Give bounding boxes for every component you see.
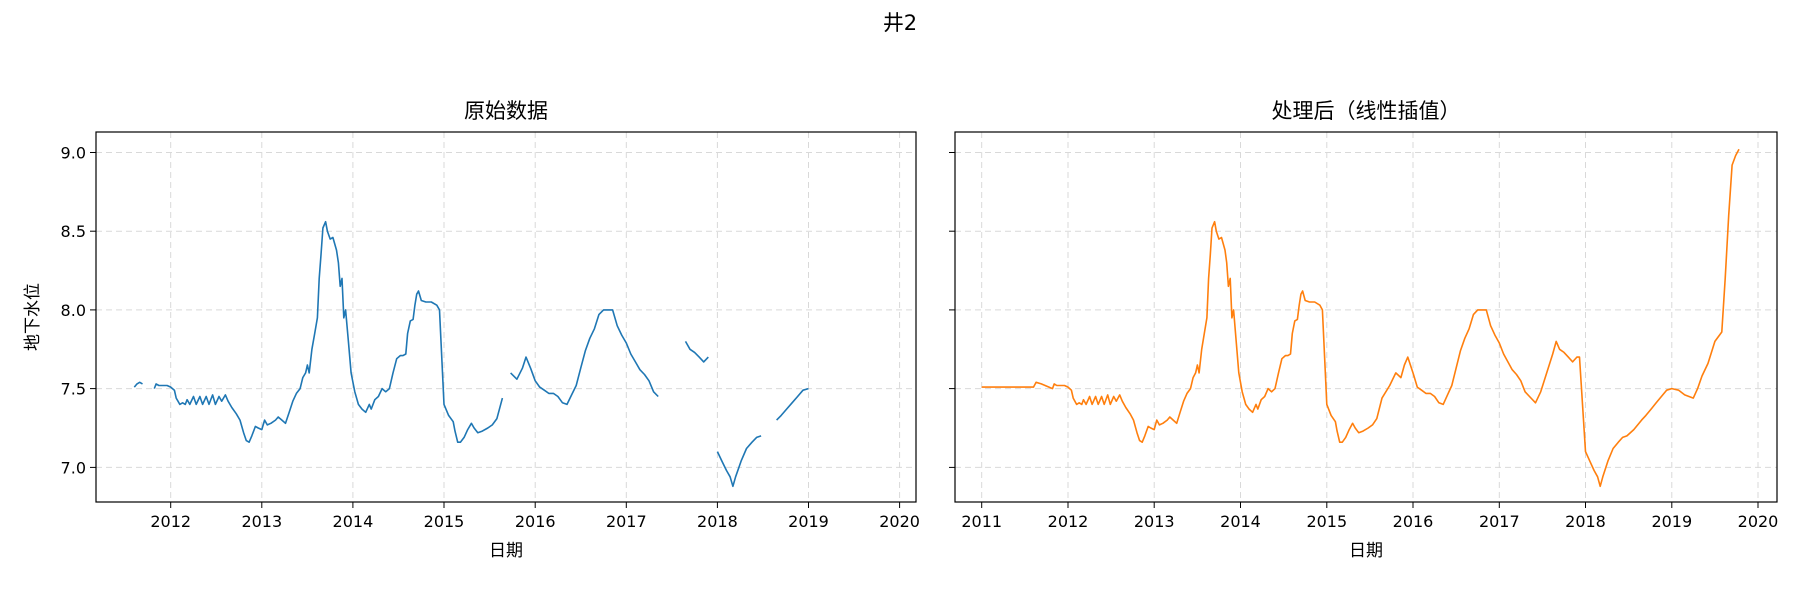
panel-interpolated-series [981,148,1740,488]
x-tick-label: 2015 [1306,512,1347,531]
figure-suptitle: 井2 [883,11,917,35]
y-tick-label: 7.0 [61,458,86,477]
panel-interpolated-gridlines [955,132,1777,502]
panel-raw-frame [95,131,917,503]
panel-raw-xlabel: 日期 [489,541,523,561]
panel-raw: 原始数据 2012 2013 2014 2015 2016 2017 2018 2019 202… [23,99,920,561]
x-tick-label: 2020 [879,512,920,531]
panel-raw-title: 原始数据 [464,99,548,123]
panel-interpolated-xlabel: 日期 [1349,541,1383,561]
x-tick-label: 2018 [697,512,738,531]
series-line-segment [716,435,762,488]
x-tick-label: 2019 [1651,512,1692,531]
panel-interpolated-frame [954,131,1778,503]
x-tick-label: 2014 [1220,512,1261,531]
x-tick-label: 2016 [515,512,556,531]
y-tick-label: 7.5 [61,380,86,399]
x-tick-label: 2016 [1393,512,1434,531]
series-line-segment [510,309,659,406]
panel-raw-ylabel: 地下水位 [23,283,43,351]
series-line-segment [133,381,143,388]
x-tick-label: 2018 [1565,512,1606,531]
panel-interpolated-ticks: 2011 2012 2013 2014 2015 2016 2017 2018 2019 2020 [949,152,1779,531]
series-line-segment [981,148,1740,488]
panel-interpolated-title: 处理后（线性插值） [1272,99,1461,123]
series-line-segment [153,220,504,444]
series-line-segment [776,387,809,421]
x-tick-label: 2019 [788,512,829,531]
panel-interpolated: 处理后（线性插值） 2011 2012 2013 2014 2015 2016 2017 20… [949,99,1778,561]
panel-raw-series [133,220,809,488]
x-tick-label: 2015 [424,512,465,531]
x-tick-label: 2013 [241,512,282,531]
panel-raw-gridlines [96,132,916,502]
x-tick-label: 2013 [1134,512,1175,531]
x-tick-label: 2012 [150,512,191,531]
y-tick-label: 8.0 [61,301,86,320]
x-tick-label: 2017 [606,512,647,531]
y-tick-label: 8.5 [61,222,86,241]
x-tick-label: 2011 [961,512,1002,531]
x-tick-label: 2012 [1048,512,1089,531]
y-tick-label: 9.0 [61,144,86,163]
x-tick-label: 2020 [1738,512,1779,531]
panel-raw-ticks: 2012 2013 2014 2015 2016 2017 2018 2019 2020 7.0 7… [61,144,920,532]
series-line-segment [684,341,709,363]
x-tick-label: 2017 [1479,512,1520,531]
x-tick-label: 2014 [333,512,374,531]
